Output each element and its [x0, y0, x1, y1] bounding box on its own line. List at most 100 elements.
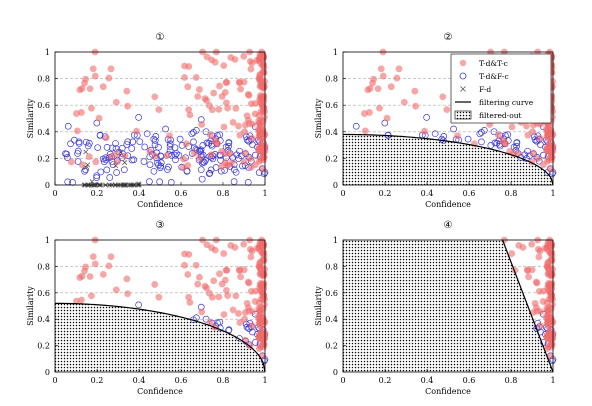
- point-td-fc: [94, 144, 102, 152]
- point-td-tc: [108, 153, 115, 160]
- point-td-tc: [210, 89, 218, 97]
- legend-marker-td-tc: [459, 59, 467, 67]
- point-td-tc: [91, 72, 99, 80]
- point-td-fc: [197, 146, 205, 154]
- point-td-fc: [167, 178, 175, 186]
- y-axis-label: Similarity: [26, 286, 35, 326]
- point-td-fc: [203, 139, 211, 147]
- point-td-fc: [82, 138, 90, 146]
- point-td-fc: [199, 158, 207, 166]
- point-td-tc: [544, 260, 551, 267]
- point-td-tc: [395, 65, 403, 73]
- point-td-tc: [257, 130, 265, 138]
- point-td-tc: [421, 127, 428, 135]
- point-td-fc: [197, 166, 205, 174]
- legend-label: T-d&F-c: [479, 72, 509, 81]
- y-tick-label: 0: [333, 181, 338, 190]
- point-td-tc: [248, 322, 256, 330]
- point-td-fc: [146, 161, 154, 169]
- point-td-fc: [97, 168, 105, 176]
- point-td-tc: [515, 242, 523, 249]
- point-td-tc: [237, 273, 244, 281]
- point-td-tc: [260, 81, 267, 89]
- subplot-3: ③ 0 0.2 0.4 0.6 0.8 1 0 0.2 0.4 0.6 0.8 1 Confidence S…: [26, 220, 269, 396]
- point-td-tc: [210, 277, 218, 285]
- point-td-fc: [464, 135, 472, 143]
- point-td-tc: [547, 293, 555, 301]
- point-td-fc: [123, 141, 131, 148]
- x-tick-label: 0.2: [379, 189, 392, 198]
- point-td-tc: [151, 152, 159, 160]
- y-tick-label: 0.2: [37, 342, 50, 351]
- point-td-tc: [260, 97, 268, 105]
- x-tick-label: 0: [52, 376, 57, 385]
- point-td-tc: [534, 155, 542, 163]
- point-td-fc: [85, 139, 93, 147]
- point-td-fc: [205, 139, 213, 147]
- point-td-tc: [531, 299, 539, 307]
- y-axis-label: Similarity: [314, 98, 323, 138]
- point-td-tc: [186, 299, 194, 306]
- y-tick-label: 1: [333, 48, 338, 57]
- point-td-fc: [74, 147, 82, 155]
- point-td-fc: [166, 143, 174, 150]
- point-td-tc: [205, 102, 213, 109]
- point-td-tc: [227, 242, 235, 249]
- point-td-fc: [487, 142, 495, 149]
- point-td-tc: [379, 72, 387, 80]
- point-td-fc: [225, 142, 232, 150]
- point-td-fc: [103, 144, 111, 151]
- x-tick-label: 0: [340, 376, 345, 385]
- point-td-tc: [192, 261, 200, 269]
- point-td-tc: [545, 130, 553, 138]
- point-td-tc: [240, 240, 248, 248]
- point-fd: [122, 160, 128, 165]
- point-fd: [89, 179, 95, 185]
- point-td-fc: [205, 170, 213, 177]
- point-td-tc: [215, 293, 223, 301]
- point-td-tc: [105, 262, 113, 270]
- point-td-tc: [257, 309, 264, 317]
- point-td-fc: [150, 167, 158, 175]
- point-td-tc: [525, 273, 532, 281]
- point-td-tc: [245, 120, 253, 127]
- point-td-tc: [146, 148, 154, 155]
- point-td-tc: [198, 308, 206, 316]
- point-td-tc: [259, 165, 266, 173]
- point-td-tc: [253, 244, 261, 252]
- subplot-title: ②: [444, 32, 453, 43]
- point-td-fc: [113, 169, 120, 176]
- point-td-tc: [89, 253, 97, 261]
- point-td-tc: [227, 54, 235, 61]
- point-td-fc: [140, 158, 148, 165]
- point-td-tc: [523, 266, 531, 274]
- point-td-fc: [99, 155, 107, 163]
- point-td-fc: [156, 178, 164, 186]
- legend-marker-td-fc: [459, 72, 467, 80]
- point-td-tc: [218, 93, 226, 100]
- x-tick-label: 0.6: [463, 376, 476, 385]
- point-td-tc: [251, 298, 259, 305]
- point-td-fc: [128, 145, 136, 152]
- point-td-tc: [443, 106, 451, 114]
- point-td-tc: [256, 51, 264, 58]
- y-tick-label: 0.8: [325, 75, 338, 84]
- point-td-tc: [257, 279, 264, 287]
- point-td-tc: [78, 272, 86, 280]
- legend-label: filtering curve: [479, 98, 534, 107]
- filtering-curve-line: [343, 133, 554, 186]
- point-td-tc: [166, 132, 173, 140]
- legend-marker-filtered: [454, 110, 472, 120]
- plot-frame: [342, 51, 554, 186]
- point-td-fc: [136, 138, 144, 146]
- point-td-tc: [203, 53, 211, 61]
- point-td-tc: [113, 150, 120, 158]
- x-tick-label: 0.4: [421, 376, 434, 385]
- point-td-tc: [411, 87, 419, 95]
- point-td-tc: [256, 239, 264, 246]
- point-td-tc: [151, 93, 159, 101]
- x-tick-label: 0.4: [421, 189, 434, 198]
- point-td-tc: [99, 271, 107, 278]
- point-td-tc: [181, 74, 188, 81]
- point-td-tc: [181, 62, 188, 70]
